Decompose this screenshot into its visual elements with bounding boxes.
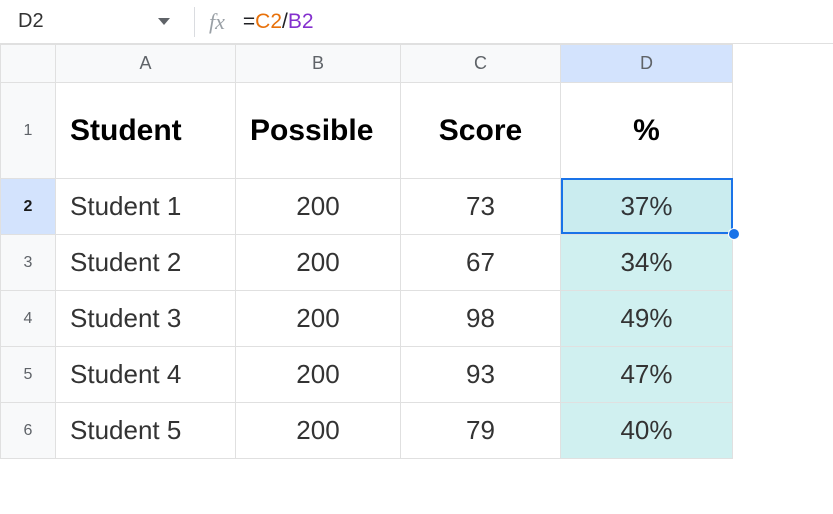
cell-B4[interactable]: 200 bbox=[236, 291, 401, 347]
cell-B3[interactable]: 200 bbox=[236, 235, 401, 291]
table-row: 6 Student 5 200 79 40% bbox=[1, 403, 733, 459]
cell-A6[interactable]: Student 5 bbox=[56, 403, 236, 459]
cell-C3[interactable]: 67 bbox=[401, 235, 561, 291]
col-header-D[interactable]: D bbox=[561, 45, 733, 83]
cell-D1[interactable]: % bbox=[561, 83, 733, 179]
grid-table: A B C D 1 Student Possible Score % 2 Stu… bbox=[0, 44, 733, 459]
formula-eq: = bbox=[243, 10, 255, 33]
cell-B2[interactable]: 200 bbox=[236, 179, 401, 235]
cell-A1[interactable]: Student bbox=[56, 83, 236, 179]
select-all-corner[interactable] bbox=[1, 45, 56, 83]
cell-C5[interactable]: 93 bbox=[401, 347, 561, 403]
spreadsheet-grid: A B C D 1 Student Possible Score % 2 Stu… bbox=[0, 44, 833, 459]
formula-bar: D2 fx =C2/B2 bbox=[0, 0, 833, 44]
table-row: 5 Student 4 200 93 47% bbox=[1, 347, 733, 403]
row-header-1[interactable]: 1 bbox=[1, 83, 56, 179]
divider bbox=[194, 7, 195, 37]
fx-icon: fx bbox=[209, 9, 225, 35]
table-row: 2 Student 1 200 73 37% bbox=[1, 179, 733, 235]
cell-C1[interactable]: Score bbox=[401, 83, 561, 179]
cell-B6[interactable]: 200 bbox=[236, 403, 401, 459]
cell-C4[interactable]: 98 bbox=[401, 291, 561, 347]
column-header-row: A B C D bbox=[1, 45, 733, 83]
cell-C2[interactable]: 73 bbox=[401, 179, 561, 235]
formula-ref2: B2 bbox=[288, 10, 314, 33]
name-box[interactable]: D2 bbox=[8, 10, 158, 33]
col-header-A[interactable]: A bbox=[56, 45, 236, 83]
cell-A4[interactable]: Student 3 bbox=[56, 291, 236, 347]
col-header-C[interactable]: C bbox=[401, 45, 561, 83]
cell-D3[interactable]: 34% bbox=[561, 235, 733, 291]
formula-input[interactable]: =C2/B2 bbox=[243, 10, 314, 34]
table-row: 1 Student Possible Score % bbox=[1, 83, 733, 179]
row-header-4[interactable]: 4 bbox=[1, 291, 56, 347]
formula-ref1: C2 bbox=[255, 10, 282, 33]
row-header-6[interactable]: 6 bbox=[1, 403, 56, 459]
row-header-2[interactable]: 2 bbox=[1, 179, 56, 235]
cell-D6[interactable]: 40% bbox=[561, 403, 733, 459]
name-box-dropdown-icon[interactable] bbox=[158, 18, 170, 25]
cell-A5[interactable]: Student 4 bbox=[56, 347, 236, 403]
cell-D4[interactable]: 49% bbox=[561, 291, 733, 347]
table-row: 4 Student 3 200 98 49% bbox=[1, 291, 733, 347]
cell-D5[interactable]: 47% bbox=[561, 347, 733, 403]
col-header-B[interactable]: B bbox=[236, 45, 401, 83]
cell-D2[interactable]: 37% bbox=[561, 179, 733, 235]
table-row: 3 Student 2 200 67 34% bbox=[1, 235, 733, 291]
row-header-5[interactable]: 5 bbox=[1, 347, 56, 403]
row-header-3[interactable]: 3 bbox=[1, 235, 56, 291]
cell-C6[interactable]: 79 bbox=[401, 403, 561, 459]
cell-A3[interactable]: Student 2 bbox=[56, 235, 236, 291]
cell-A2[interactable]: Student 1 bbox=[56, 179, 236, 235]
cell-B1[interactable]: Possible bbox=[236, 83, 401, 179]
cell-B5[interactable]: 200 bbox=[236, 347, 401, 403]
